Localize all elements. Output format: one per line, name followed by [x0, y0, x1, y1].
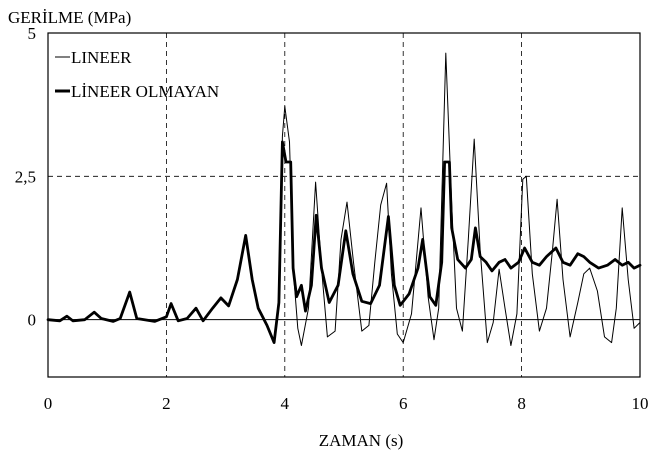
- y-tick-label: 5: [28, 24, 37, 43]
- x-tick-label: 8: [517, 394, 526, 413]
- legend-label-lineer: LINEER: [71, 48, 132, 67]
- y-tick-label: 2,5: [15, 167, 36, 186]
- x-tick-label: 0: [44, 394, 53, 413]
- y-axis-label: GERİLME (MPa): [8, 8, 131, 27]
- plot-frame: [47, 32, 641, 378]
- legend: LINEER LİNEER OLMAYAN: [55, 48, 219, 101]
- x-tick-label: 4: [281, 394, 290, 413]
- x-axis-ticks: 0 2 4 6 8 10: [44, 394, 649, 413]
- x-tick-label: 6: [399, 394, 408, 413]
- series-lines: [46, 52, 642, 346]
- x-tick-label: 10: [632, 394, 649, 413]
- y-axis-ticks: 02,55: [15, 24, 36, 330]
- x-tick-label: 2: [162, 394, 171, 413]
- legend-label-lineer-olmayan: LİNEER OLMAYAN: [71, 82, 219, 101]
- series-line-lineer-olmayan: [46, 140, 642, 345]
- y-tick-label: 0: [28, 311, 37, 330]
- x-axis-label: ZAMAN (s): [319, 431, 404, 450]
